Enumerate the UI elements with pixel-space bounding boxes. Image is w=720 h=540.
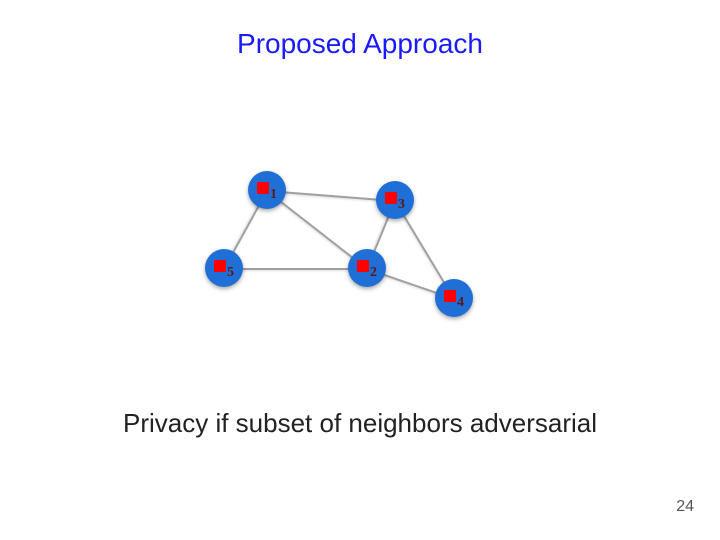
slide-caption: Privacy if subset of neighbors adversari… [0, 408, 720, 439]
node-marker-icon [385, 192, 397, 204]
graph-node-n1: 1 [248, 171, 286, 209]
node-marker-icon [257, 182, 269, 194]
page-number: 24 [676, 498, 694, 516]
node-subscript: 4 [457, 295, 464, 311]
node-subscript: 3 [398, 197, 405, 213]
node-marker-icon [444, 290, 456, 302]
node-subscript: 1 [270, 187, 277, 203]
graph-node-n4: 4 [435, 279, 473, 317]
slide-title: Proposed Approach [0, 28, 720, 60]
node-marker-icon [214, 260, 226, 272]
node-marker-icon [357, 260, 369, 272]
node-label: 5 [214, 260, 234, 277]
graph-node-n3: 3 [376, 181, 414, 219]
node-label: 2 [357, 260, 377, 277]
node-label: 3 [385, 192, 405, 209]
graph-node-n5: 5 [205, 249, 243, 287]
graph-node-n2: 2 [348, 249, 386, 287]
node-subscript: 2 [370, 265, 377, 281]
node-subscript: 5 [227, 265, 234, 281]
graph-edge [224, 268, 367, 270]
node-label: 1 [257, 182, 277, 199]
node-label: 4 [444, 290, 464, 307]
